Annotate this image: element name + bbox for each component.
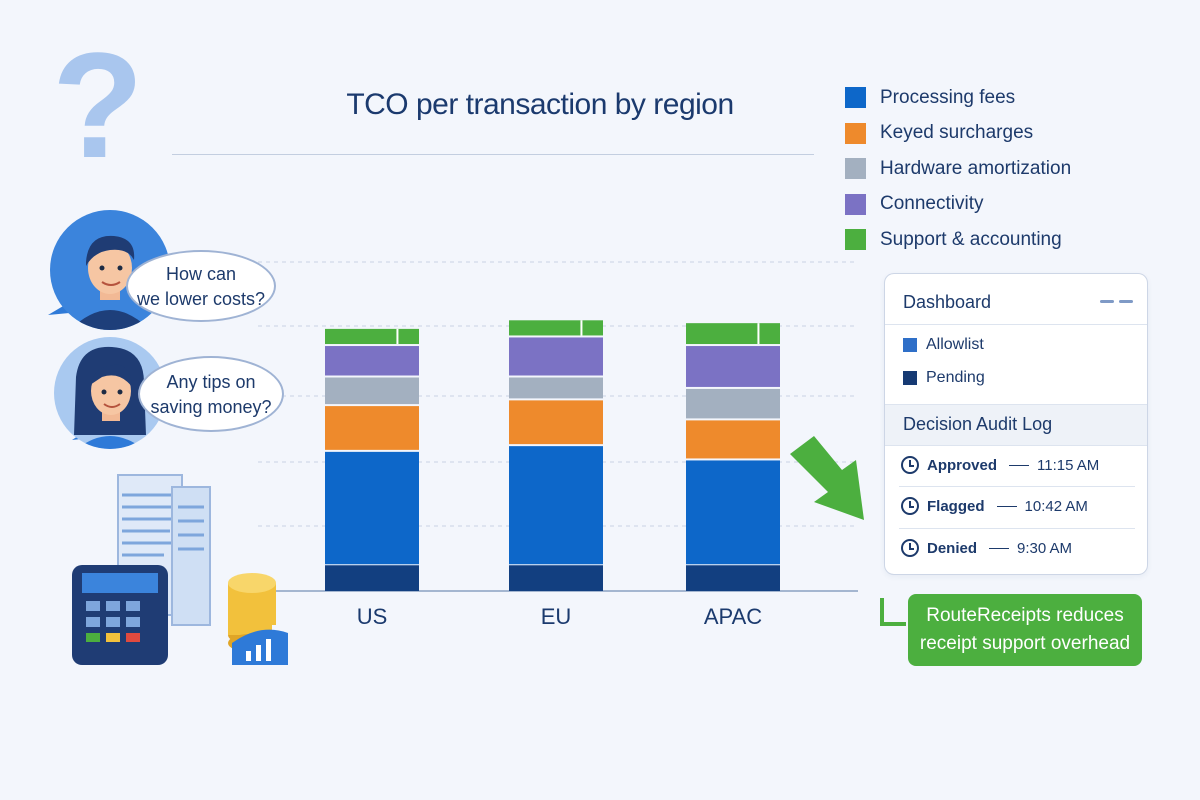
bar-segment-notch — [396, 328, 399, 345]
legend-swatch — [845, 87, 866, 109]
dashboard-item-label: Allowlist — [926, 336, 984, 353]
legend-swatch — [845, 193, 866, 215]
speech-bubble-costs: How can we lower costs? — [126, 250, 276, 322]
legend-item-connectivity: Connectivity — [845, 187, 1071, 223]
audit-log-header — [885, 404, 1147, 446]
bar-segment-keyed-surcharges — [686, 420, 780, 459]
x-tick-label: EU — [541, 604, 572, 629]
callout-bracket — [880, 598, 906, 626]
legend-swatch — [845, 122, 866, 144]
bar-segment-processing-fees — [686, 460, 780, 565]
dashboard-title: Dashboard — [903, 292, 992, 312]
bar-segment-support-accounting — [686, 323, 780, 345]
payment-illustration — [72, 474, 288, 665]
bar-segment-keyed-surcharges — [509, 400, 603, 445]
bar-base-segment — [509, 565, 603, 591]
log-dash — [989, 547, 1010, 549]
dashboard-panel: Dashboard Allowlist Pending Decision Aud… — [884, 273, 1148, 575]
bubble-line: we lower costs? — [136, 289, 266, 309]
chart-legend: Processing fees Keyed surcharges Hardwar… — [845, 80, 1071, 258]
legend-item-hardware-amortization: Hardware amortization — [845, 151, 1071, 187]
legend-item-support-accounting: Support & accounting — [845, 222, 1071, 258]
clock-icon — [901, 497, 919, 515]
title-divider — [172, 154, 814, 155]
bar-base-segment — [686, 565, 780, 591]
chat-avatars-illustration — [48, 210, 170, 449]
log-time: 9:30 AM — [1017, 539, 1073, 557]
bubble-line: saving money? — [150, 397, 272, 417]
audit-log-row[interactable]: Approved 11:15 AM — [901, 456, 1131, 474]
legend-item-processing-fees: Processing fees — [845, 80, 1071, 116]
legend-label: Support & accounting — [880, 228, 1062, 250]
log-status: Approved — [927, 456, 998, 474]
log-dash — [996, 505, 1017, 507]
legend-label: Keyed surcharges — [880, 122, 1034, 144]
bar-segment-notch — [757, 323, 760, 345]
menu-icon[interactable] — [1100, 300, 1133, 303]
callout-line: receipt support overhead — [919, 633, 1131, 654]
log-time: 10:42 AM — [1024, 497, 1088, 515]
chart-title: TCO per transaction by region — [346, 88, 734, 121]
x-tick-label: US — [357, 604, 388, 629]
legend-label: Processing fees — [880, 86, 1016, 108]
allowlist-swatch — [903, 338, 917, 352]
log-status: Denied — [927, 539, 978, 557]
card-terminal-icon — [72, 565, 168, 665]
bar-segment-connectivity — [686, 346, 780, 387]
legend-label: Hardware amortization — [880, 157, 1072, 179]
log-dash — [1009, 464, 1030, 466]
routereceipts-callout: RouteReceipts reduces receipt support ov… — [908, 594, 1142, 666]
bar-segment-hardware-amortization — [686, 388, 780, 419]
audit-log-title: Decision Audit Log — [903, 414, 1053, 434]
bar-segment-processing-fees — [509, 446, 603, 565]
legend-label: Connectivity — [880, 193, 984, 215]
audit-log-row[interactable]: Flagged 10:42 AM — [901, 497, 1131, 515]
clock-icon — [901, 456, 919, 474]
speech-bubble-saving: Any tips on saving money? — [138, 356, 284, 432]
dashboard-item-pending[interactable]: Pending — [903, 369, 985, 387]
bar-segment-connectivity — [509, 337, 603, 376]
audit-log-row[interactable]: Denied 9:30 AM — [901, 539, 1131, 557]
log-status: Flagged — [927, 497, 985, 515]
arrow-icon — [790, 436, 864, 520]
legend-swatch — [845, 229, 866, 251]
bubble-line: Any tips on — [166, 372, 256, 392]
bar-segment-processing-fees — [325, 451, 419, 565]
dashboard-item-allowlist[interactable]: Allowlist — [903, 336, 984, 354]
bar-segment-hardware-amortization — [509, 377, 603, 399]
callout-line: RouteReceipts reduces — [926, 605, 1124, 626]
divider — [899, 486, 1135, 487]
woman-avatar-icon — [54, 337, 166, 449]
pending-swatch — [903, 371, 917, 385]
log-time: 11:15 AM — [1037, 456, 1100, 474]
x-tick-label: APAC — [704, 604, 762, 629]
dashboard-item-label: Pending — [926, 369, 985, 386]
legend-swatch — [845, 158, 866, 180]
bar-segment-hardware-amortization — [325, 377, 419, 405]
bar-segment-keyed-surcharges — [325, 406, 419, 450]
bar-segment-notch — [580, 320, 583, 336]
legend-item-keyed-surcharges: Keyed surcharges — [845, 116, 1071, 152]
question-mark-icon: ? — [52, 21, 144, 189]
bar-graph-icon — [232, 629, 288, 665]
bubble-line: How can — [165, 264, 237, 284]
bar-segment-support-accounting — [509, 320, 603, 336]
bar-segment-connectivity — [325, 346, 419, 376]
clock-icon — [901, 539, 919, 557]
divider — [885, 324, 1147, 325]
bar-segment-support-accounting — [325, 328, 419, 345]
bar-base-segment — [325, 565, 419, 591]
divider — [899, 528, 1135, 529]
